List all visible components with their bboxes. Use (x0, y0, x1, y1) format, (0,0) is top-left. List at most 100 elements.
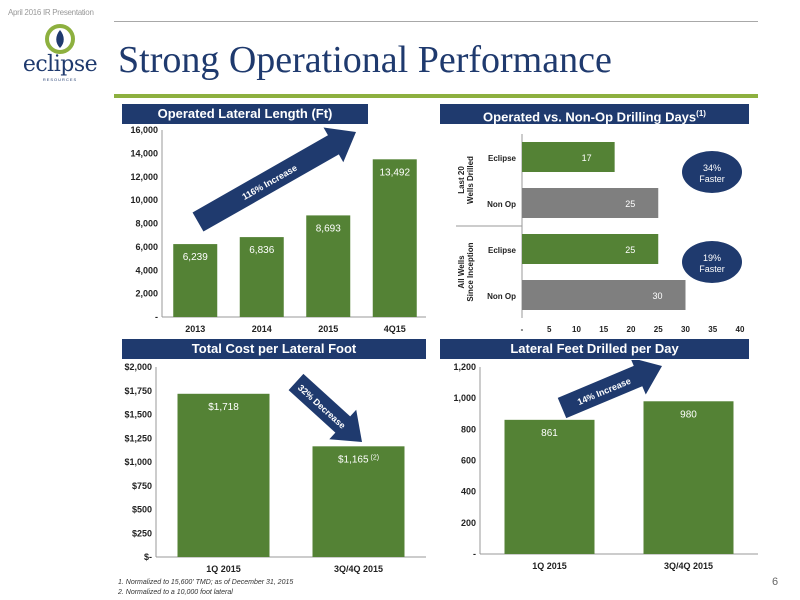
bar-value-label: 17 (582, 153, 592, 163)
decrease-arrow-label: 32% Decrease (296, 383, 348, 431)
x-tick-label: 30 (681, 325, 690, 334)
bar-1q2015 (177, 393, 270, 557)
y-tick-label: 4,000 (135, 265, 158, 275)
y-tick-label: 1,000 (453, 393, 476, 403)
y-tick-label: $- (144, 552, 152, 562)
y-tick-label: 1,200 (453, 362, 476, 372)
bar-value-label: 980 (680, 409, 697, 420)
x-tick-label: 40 (736, 325, 745, 334)
bar-eclipse (522, 142, 615, 172)
decrease-arrow-shape (288, 373, 362, 442)
bar-2013 (173, 244, 218, 317)
y-tick-label: 16,000 (130, 126, 158, 135)
x-tick-label: 3Q/4Q 2015 (334, 564, 383, 574)
lateral-length-header: Operated Lateral Length (Ft) (122, 104, 368, 124)
drilling-days-title: Operated vs. Non-Op Drilling Days (483, 109, 697, 125)
presentation-label: April 2016 IR Presentation (8, 8, 94, 17)
bar-nonop (522, 280, 686, 310)
logo-wordmark: eclipse (22, 52, 98, 77)
feet-per-day-chart: - 200 400 600 800 1,000 1,200 861 1Q 2015 980 3Q/4… (453, 360, 758, 571)
x-tick-label: 10 (572, 325, 581, 334)
bar-value-label: $1,165 (2) (338, 454, 379, 465)
x-tick-label: 4Q15 (384, 324, 406, 334)
x-tick-label: 35 (708, 325, 717, 334)
drilling-days-header: Operated vs. Non-Op Drilling Days(1) (440, 104, 749, 124)
decrease-arrow: 32% Decrease (288, 373, 362, 442)
footnotes: 1. Normalized to 15,600' TMD; as of Dece… (118, 578, 293, 598)
cost-per-foot-header: Total Cost per Lateral Foot (122, 339, 426, 359)
bar-value-label: 6,239 (183, 252, 208, 263)
x-tick-label: 5 (547, 325, 552, 334)
page-number: 6 (772, 576, 779, 588)
callout-text: Faster (699, 264, 725, 274)
bar-value-footnote-ref: (2) (369, 454, 380, 461)
bar-eclipse (522, 234, 659, 264)
bar-value-label: 13,492 (379, 167, 410, 178)
y-tick-label: 800 (461, 424, 476, 434)
footnote-1: 1. Normalized to 15,600' TMD; as of Dece… (118, 579, 294, 586)
increase-arrow-shape (192, 127, 356, 232)
callout-value: 34% (703, 163, 721, 173)
y-tick-label: $1,500 (124, 410, 152, 420)
y-tick-label: $500 (132, 505, 152, 515)
bar-category-label: Non Op (487, 200, 516, 209)
callout-bubble (682, 241, 742, 283)
y-tick-label: $1,000 (124, 457, 152, 467)
footnote-2: 2. Normalized to a 10,000 foot lateral (118, 589, 233, 596)
x-tick-label: 3Q/4Q 2015 (664, 561, 713, 571)
bar-3q4q2015 (312, 446, 405, 557)
lateral-length-chart: - 2,000 4,000 6,000 8,000 10,000 12,000 14,000 1… (130, 126, 426, 334)
bar-value-label: 30 (652, 291, 662, 301)
bar-3q4q2015 (643, 401, 734, 554)
bar-value-label: $1,718 (208, 402, 239, 413)
group-label: All WellsSince Inception (457, 242, 475, 301)
increase-arrow-shape (557, 360, 663, 419)
y-tick-label: - (473, 549, 476, 559)
bar-value-label: 25 (625, 199, 635, 209)
y-tick-label: 400 (461, 487, 476, 497)
callout-bubble (682, 151, 742, 193)
title-underline (114, 94, 758, 98)
group-label: Last 20Wells Drilled (457, 156, 475, 204)
flame-icon (45, 24, 75, 54)
y-tick-label: 8,000 (135, 219, 158, 229)
bar-1q2015 (504, 419, 595, 554)
x-tick-label: 2013 (185, 324, 205, 334)
y-tick-label: $250 (132, 528, 152, 538)
bar-value-label: 6,836 (249, 245, 274, 256)
y-tick-label: 600 (461, 456, 476, 466)
bar-category-label: Eclipse (488, 154, 517, 163)
page-title: Strong Operational Performance (118, 39, 612, 81)
x-tick-label: - (521, 325, 524, 334)
y-tick-label: - (155, 312, 158, 322)
feet-per-day-header: Lateral Feet Drilled per Day (440, 339, 749, 359)
callout-value: 19% (703, 253, 721, 263)
x-tick-label: 20 (627, 325, 636, 334)
logo-subtitle: RESOURCES (42, 77, 78, 82)
y-tick-label: 10,000 (130, 195, 158, 205)
y-tick-label: 200 (461, 518, 476, 528)
cost-per-foot-chart: $- $250 $500 $750 $1,000 $1,250 $1,500 $1,750 $2… (124, 362, 426, 574)
bar-value-label: 8,693 (316, 223, 341, 234)
company-logo: eclipse RESOURCES (14, 24, 106, 82)
y-tick-label: 2,000 (135, 289, 158, 299)
x-tick-label: 2015 (318, 324, 338, 334)
y-tick-label: $1,250 (124, 433, 152, 443)
x-tick-label: 1Q 2015 (206, 564, 241, 574)
bar-category-label: Eclipse (488, 246, 517, 255)
callout-text: Faster (699, 174, 725, 184)
bar-value-label: 861 (541, 428, 558, 439)
bar-4q15 (372, 159, 417, 317)
y-tick-label: $750 (132, 481, 152, 491)
y-tick-label: 12,000 (130, 172, 158, 182)
x-tick-label: 25 (654, 325, 663, 334)
bar-2014 (239, 237, 284, 317)
bar-2015 (306, 215, 351, 317)
top-divider (114, 21, 758, 22)
bar-nonop (522, 188, 659, 218)
y-tick-label: 6,000 (135, 242, 158, 252)
drilling-days-footnote-ref: (1) (696, 109, 706, 118)
bar-value-label: 25 (625, 245, 635, 255)
x-tick-label: 15 (599, 325, 608, 334)
y-tick-label: 14,000 (130, 148, 158, 158)
